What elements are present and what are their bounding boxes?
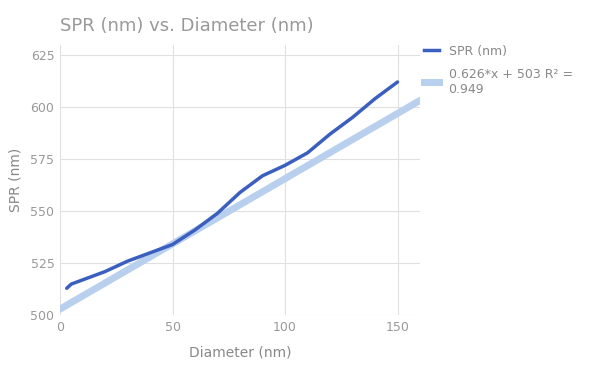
X-axis label: Diameter (nm): Diameter (nm) bbox=[189, 345, 291, 359]
Text: SPR (nm) vs. Diameter (nm): SPR (nm) vs. Diameter (nm) bbox=[60, 17, 314, 35]
Y-axis label: SPR (nm): SPR (nm) bbox=[8, 148, 22, 212]
Legend: SPR (nm), 0.626*x + 503 R² =
0.949: SPR (nm), 0.626*x + 503 R² = 0.949 bbox=[424, 45, 573, 95]
